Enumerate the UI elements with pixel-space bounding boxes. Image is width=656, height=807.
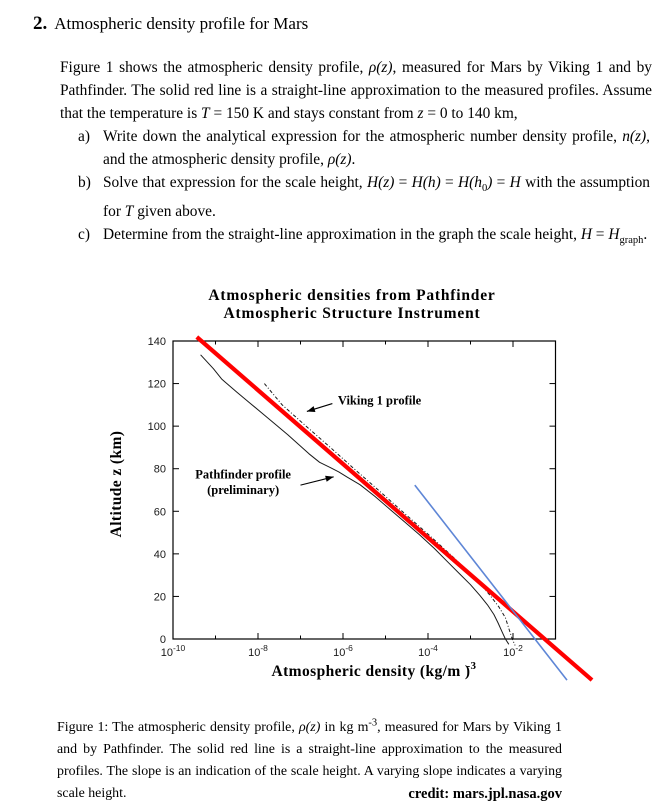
subquestion-b-text: Solve that expression for the scale heig…	[103, 174, 650, 221]
series-second-straight-line-segment	[414, 484, 568, 681]
annotation-arrowhead	[306, 406, 316, 413]
x-axis-title: Atmospheric density (kg/m )-3	[272, 660, 477, 680]
subquestion-a-text: Write down the analytical expression for…	[103, 128, 650, 168]
y-axis-title: Altitude z (km)	[108, 431, 125, 538]
problem-heading: 2. Atmospheric density profile for Mars	[33, 13, 308, 35]
y-tick-label: 0	[160, 634, 166, 646]
chart-title-line-1: Atmospheric densities from Pathfinder	[208, 287, 495, 304]
figure-caption-credit: credit: mars.jpl.nasa.gov	[408, 785, 562, 802]
intro-paragraph: Figure 1 shows the atmospheric density p…	[60, 59, 652, 122]
figure-caption: Figure 1: The atmospheric density profil…	[57, 712, 562, 805]
subquestion-c: c) Determine from the straight-line appr…	[78, 223, 650, 252]
x-tick-label: 10-8	[248, 643, 268, 659]
figure-caption-text: Figure 1: The atmospheric density profil…	[57, 717, 562, 801]
plot-frame	[172, 340, 557, 640]
annotation-label-viking-1-profile: Viking 1 profile	[338, 393, 422, 407]
problem-number: 2.	[33, 13, 48, 34]
y-tick-label: 140	[148, 336, 166, 348]
subquestion-a: a) Write down the analytical expression …	[78, 125, 650, 171]
problem-title: Atmospheric density profile for Mars	[54, 14, 309, 33]
annotation-label-pathfinder-profile: Pathfinder profile	[195, 468, 291, 482]
subquestion-b-label: b)	[78, 174, 91, 191]
subquestion-list: a) Write down the analytical expression …	[78, 125, 650, 252]
annotation-arrowhead	[325, 475, 334, 482]
y-tick-label: 80	[154, 464, 166, 476]
series-viking-1-profile	[264, 383, 516, 646]
y-tick-label: 120	[148, 379, 166, 391]
annotation-label-pathfinder-profile: (preliminary)	[207, 483, 279, 497]
series-straight-line-approximation	[195, 335, 594, 682]
subquestion-a-label: a)	[78, 128, 90, 145]
x-tick-label: 10-6	[333, 643, 353, 659]
subquestion-c-label: c)	[78, 226, 90, 244]
y-tick-label: 60	[154, 506, 166, 518]
subquestion-c-text: Determine from the straight-line approxi…	[103, 226, 648, 247]
y-tick-label: 100	[148, 421, 166, 433]
y-tick-label: 20	[154, 591, 166, 603]
x-tick-label: 10-10	[161, 643, 186, 659]
series-pathfinder-profile-preliminary	[200, 354, 510, 645]
x-tick-label: 10-4	[418, 643, 438, 659]
y-tick-label: 40	[154, 549, 166, 561]
chart-title-line-2: Atmospheric Structure Instrument	[224, 305, 481, 322]
subquestion-b: b) Solve that expression for the scale h…	[78, 171, 650, 223]
x-tick-label: 10-2	[503, 643, 523, 659]
